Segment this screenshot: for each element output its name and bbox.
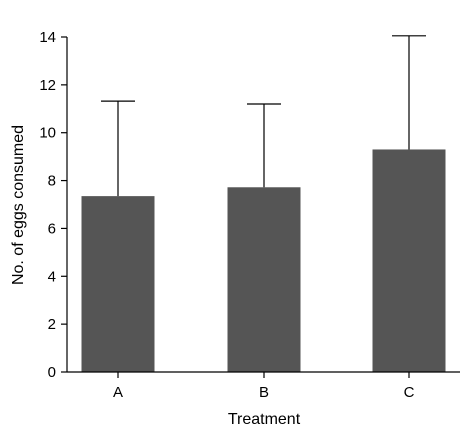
- x-ticks: A B C: [113, 372, 415, 401]
- error-bars-layer: [101, 35, 426, 197]
- bar-b: [227, 187, 301, 372]
- bar-c: [372, 149, 446, 372]
- x-tick-label: A: [113, 384, 123, 401]
- x-tick-label: B: [259, 384, 269, 401]
- y-tick-label: 12: [39, 77, 56, 94]
- y-tick-label: 4: [48, 268, 56, 285]
- y-tick-label: 8: [48, 173, 56, 190]
- x-axis-title: Treatment: [228, 411, 301, 428]
- y-tick-label: 14: [39, 29, 56, 46]
- x-tick-label: C: [404, 384, 415, 401]
- y-tick-label: 10: [39, 125, 56, 142]
- y-tick-label: 0: [48, 364, 56, 381]
- y-axis-title: No. of eggs consumed: [10, 125, 27, 285]
- y-ticks: 0 2 4 6 8 10 12 14: [39, 29, 67, 381]
- y-tick-label: 2: [48, 316, 56, 333]
- y-tick-label: 6: [48, 220, 56, 237]
- bars-layer: [81, 149, 446, 372]
- bar-a: [81, 196, 155, 372]
